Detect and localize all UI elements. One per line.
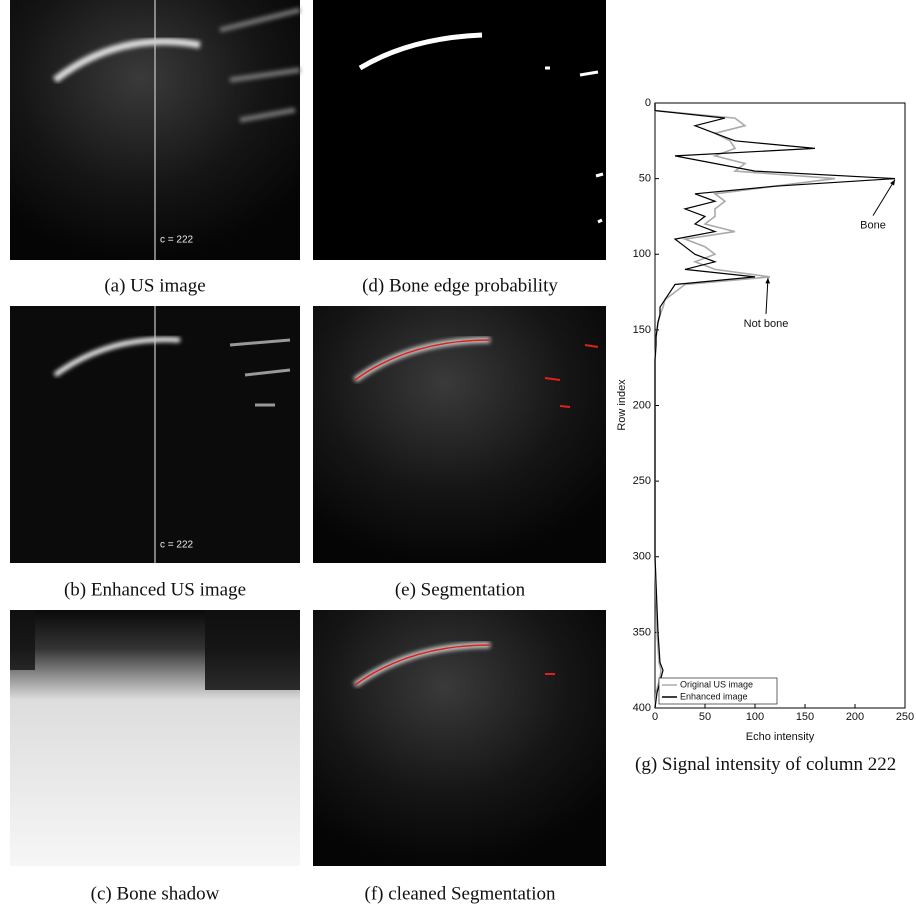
caption: (d) Bone edge probability (362, 275, 558, 296)
x-tick-label: 200 (846, 711, 864, 723)
legend-label: Original US image (680, 679, 753, 689)
us-image (10, 0, 300, 260)
annotation-arrowhead (890, 180, 895, 186)
caption: (b) Enhanced US image (64, 579, 246, 600)
series-line (655, 103, 895, 708)
legend-label: Enhanced image (680, 691, 748, 701)
x-axis-label: Echo intensity (746, 731, 815, 743)
x-tick-label: 100 (746, 711, 764, 723)
annotation-label: Not bone (744, 318, 789, 330)
segmentation-image (313, 306, 606, 563)
caption: (f) cleaned Segmentation (365, 883, 556, 904)
caption: (e) Segmentation (395, 579, 526, 600)
x-tick-label: 150 (796, 711, 814, 723)
y-tick-label: 400 (633, 702, 651, 714)
y-tick-label: 350 (633, 626, 651, 638)
chart-caption: (g) Signal intensity of column 222 (635, 752, 907, 777)
figure: c = 222 c = 222 (a) US image (b) Enhance… (0, 0, 916, 913)
y-tick-label: 50 (639, 173, 651, 185)
column-annotation: c = 222 (160, 540, 194, 551)
annotation-arrow (873, 180, 895, 216)
y-tick-label: 300 (633, 551, 651, 563)
y-tick-label: 150 (633, 324, 651, 336)
x-tick-label: 0 (652, 711, 658, 723)
enhanced-image (10, 306, 300, 563)
edge-probability-image (313, 0, 606, 260)
y-axis-label: Row index (616, 379, 628, 431)
y-tick-label: 100 (633, 248, 651, 260)
caption: (c) Bone shadow (91, 883, 220, 904)
annotation-label: Bone (860, 220, 886, 232)
y-tick-label: 250 (633, 475, 651, 487)
caption: (a) US image (104, 275, 205, 296)
y-tick-label: 0 (645, 97, 651, 109)
x-tick-label: 250 (896, 711, 914, 723)
y-tick-label: 200 (633, 399, 651, 411)
annotation-arrowhead (765, 278, 770, 284)
x-tick-label: 50 (699, 711, 711, 723)
series-line (655, 103, 835, 708)
plot-frame (655, 103, 905, 708)
bone-shadow-image (10, 610, 300, 866)
cleaned-segmentation-image (313, 610, 606, 866)
column-annotation: c = 222 (160, 235, 194, 246)
